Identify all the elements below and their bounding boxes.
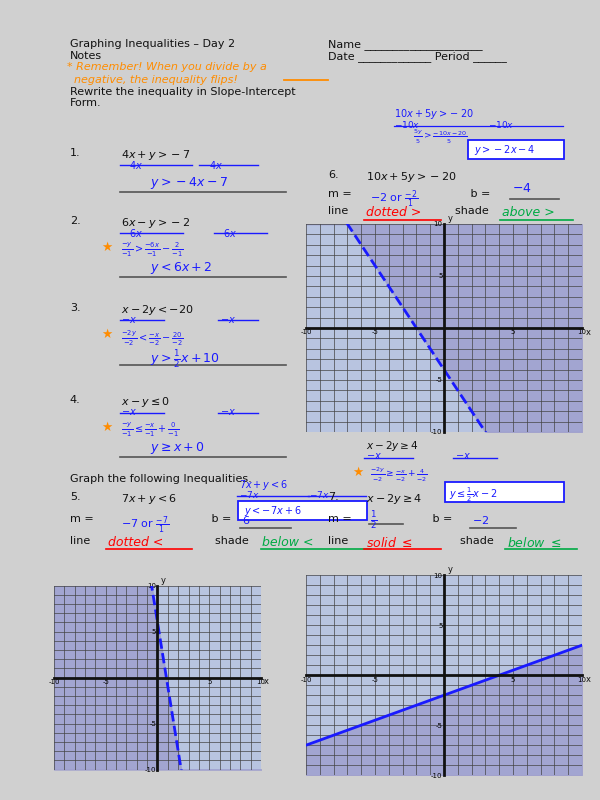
Text: line: line bbox=[328, 206, 352, 216]
Text: $10x + 5y > -20$: $10x + 5y > -20$ bbox=[366, 170, 457, 184]
Text: b =: b = bbox=[460, 189, 494, 198]
Text: Date _____________ Period ______: Date _____________ Period ______ bbox=[328, 50, 507, 62]
Text: Notes: Notes bbox=[70, 50, 102, 61]
Text: shade: shade bbox=[460, 536, 497, 546]
Text: $y > -4x - 7$: $y > -4x - 7$ bbox=[149, 175, 227, 191]
Text: below <: below < bbox=[262, 536, 314, 549]
Text: $-4x$: $-4x$ bbox=[121, 159, 143, 171]
Text: line: line bbox=[328, 536, 352, 546]
FancyBboxPatch shape bbox=[468, 140, 564, 159]
Text: $-x$: $-x$ bbox=[455, 451, 471, 462]
Text: 5.: 5. bbox=[70, 492, 80, 502]
Text: shade: shade bbox=[215, 536, 253, 546]
Text: y: y bbox=[448, 565, 453, 574]
Text: $\frac{-y}{-1} \leq \frac{-x}{-1} + \frac{0}{-1}$: $\frac{-y}{-1} \leq \frac{-x}{-1} + \fra… bbox=[121, 420, 180, 438]
Text: $-4x$: $-4x$ bbox=[202, 159, 224, 171]
Text: x: x bbox=[586, 328, 591, 338]
Text: Rewrite the inequality in Slope-Intercept: Rewrite the inequality in Slope-Intercep… bbox=[70, 86, 295, 97]
Text: m =: m = bbox=[328, 189, 355, 198]
Text: line: line bbox=[70, 536, 94, 546]
Text: $-x$: $-x$ bbox=[220, 406, 236, 417]
Text: 4.: 4. bbox=[70, 395, 80, 405]
FancyBboxPatch shape bbox=[238, 501, 367, 520]
Text: * Remember! When you divide by a: * Remember! When you divide by a bbox=[67, 62, 267, 73]
Text: 1.: 1. bbox=[70, 148, 80, 158]
Text: $\frac{1}{2}$: $\frac{1}{2}$ bbox=[371, 509, 378, 530]
Text: $y < 6x + 2$: $y < 6x + 2$ bbox=[149, 260, 212, 276]
Text: $-10x$: $-10x$ bbox=[394, 118, 421, 130]
Text: b =: b = bbox=[422, 514, 456, 525]
Text: $-4$: $-4$ bbox=[512, 182, 531, 194]
Text: x: x bbox=[264, 677, 269, 686]
Text: b =: b = bbox=[202, 514, 235, 525]
Text: $y \leq \frac{1}{2}x - 2$: $y \leq \frac{1}{2}x - 2$ bbox=[449, 486, 497, 503]
Text: 3.: 3. bbox=[70, 303, 80, 313]
Text: $-x$: $-x$ bbox=[366, 451, 382, 462]
Text: $y \geq x + 0$: $y \geq x + 0$ bbox=[149, 440, 205, 456]
Text: dotted >: dotted > bbox=[366, 206, 421, 219]
Text: $10x + 5y > -20$: $10x + 5y > -20$ bbox=[394, 107, 474, 121]
Text: $\frac{-y}{-1} > \frac{-6x}{-1} - \frac{2}{-1}$: $\frac{-y}{-1} > \frac{-6x}{-1} - \frac{… bbox=[121, 241, 184, 259]
Text: dotted <: dotted < bbox=[108, 536, 164, 549]
Text: $\bigstar$: $\bigstar$ bbox=[101, 420, 113, 434]
Text: $-2$ or $\frac{-2}{1}$: $-2$ or $\frac{-2}{1}$ bbox=[371, 189, 419, 210]
Text: $y < -7x + 6$: $y < -7x + 6$ bbox=[244, 504, 301, 518]
Text: $-x$: $-x$ bbox=[121, 406, 137, 417]
Text: $-6x$: $-6x$ bbox=[215, 227, 238, 239]
Text: $x - y \leq 0$: $x - y \leq 0$ bbox=[121, 395, 170, 409]
Text: solid $\leq$: solid $\leq$ bbox=[366, 536, 412, 550]
Text: $\bigstar$: $\bigstar$ bbox=[352, 466, 364, 479]
Text: $\bigstar$: $\bigstar$ bbox=[101, 241, 113, 254]
Text: below $\leq$: below $\leq$ bbox=[507, 536, 562, 550]
Text: $-7x$: $-7x$ bbox=[310, 490, 330, 500]
Text: Graph the following Inequalities.: Graph the following Inequalities. bbox=[70, 474, 251, 484]
Text: $\bigstar$: $\bigstar$ bbox=[101, 328, 113, 342]
Text: m =: m = bbox=[328, 514, 355, 525]
Text: shade: shade bbox=[455, 206, 493, 216]
Text: $\frac{-2y}{-2} < \frac{-x}{-2} - \frac{20}{-2}$: $\frac{-2y}{-2} < \frac{-x}{-2} - \frac{… bbox=[121, 328, 184, 348]
FancyBboxPatch shape bbox=[445, 482, 564, 502]
Text: $x - 2y < -20$: $x - 2y < -20$ bbox=[121, 303, 194, 317]
Text: $6x - y > -2$: $6x - y > -2$ bbox=[121, 216, 191, 230]
Text: $y > -2x-4$: $y > -2x-4$ bbox=[474, 143, 535, 157]
Text: y: y bbox=[161, 576, 166, 585]
Text: $-x$: $-x$ bbox=[220, 314, 236, 325]
Text: y: y bbox=[448, 214, 453, 223]
Text: $-10x$: $-10x$ bbox=[488, 118, 514, 130]
Text: Name _____________________: Name _____________________ bbox=[328, 39, 483, 50]
Text: $x - 2y \geq 4$: $x - 2y \geq 4$ bbox=[366, 492, 422, 506]
Text: $x - 2y \geq 4$: $x - 2y \geq 4$ bbox=[366, 438, 418, 453]
Text: negative, the inequality flips!: negative, the inequality flips! bbox=[67, 75, 238, 85]
Text: $\frac{5y}{5} > \frac{-10x-20}{5}$: $\frac{5y}{5} > \frac{-10x-20}{5}$ bbox=[413, 128, 467, 146]
Text: $\frac{-2y}{-2} \geq \frac{-x}{-2} + \frac{4}{-2}$: $\frac{-2y}{-2} \geq \frac{-x}{-2} + \fr… bbox=[371, 466, 428, 484]
Text: $y > \frac{1}{2}x + 10$: $y > \frac{1}{2}x + 10$ bbox=[149, 348, 220, 370]
Text: 2.: 2. bbox=[70, 216, 80, 226]
Text: $4x + y > -7$: $4x + y > -7$ bbox=[121, 148, 191, 162]
Text: 7.: 7. bbox=[328, 492, 339, 502]
Text: $-7x$: $-7x$ bbox=[239, 490, 260, 500]
Text: x: x bbox=[586, 675, 591, 684]
Text: 6.: 6. bbox=[328, 170, 339, 180]
Text: $7x + y < 6$: $7x + y < 6$ bbox=[121, 492, 177, 506]
Text: Graphing Inequalities – Day 2: Graphing Inequalities – Day 2 bbox=[70, 39, 235, 49]
Text: $-6x$: $-6x$ bbox=[121, 227, 143, 239]
Text: $-x$: $-x$ bbox=[121, 314, 137, 325]
Text: above >: above > bbox=[502, 206, 555, 219]
Text: m =: m = bbox=[70, 514, 97, 525]
Text: $7x + y < 6$: $7x + y < 6$ bbox=[239, 478, 288, 491]
Text: $6$: $6$ bbox=[242, 514, 250, 526]
Text: $-2$: $-2$ bbox=[472, 514, 490, 526]
Text: $-7$ or $\frac{-7}{1}$: $-7$ or $\frac{-7}{1}$ bbox=[121, 514, 170, 536]
Text: Form.: Form. bbox=[70, 98, 101, 108]
